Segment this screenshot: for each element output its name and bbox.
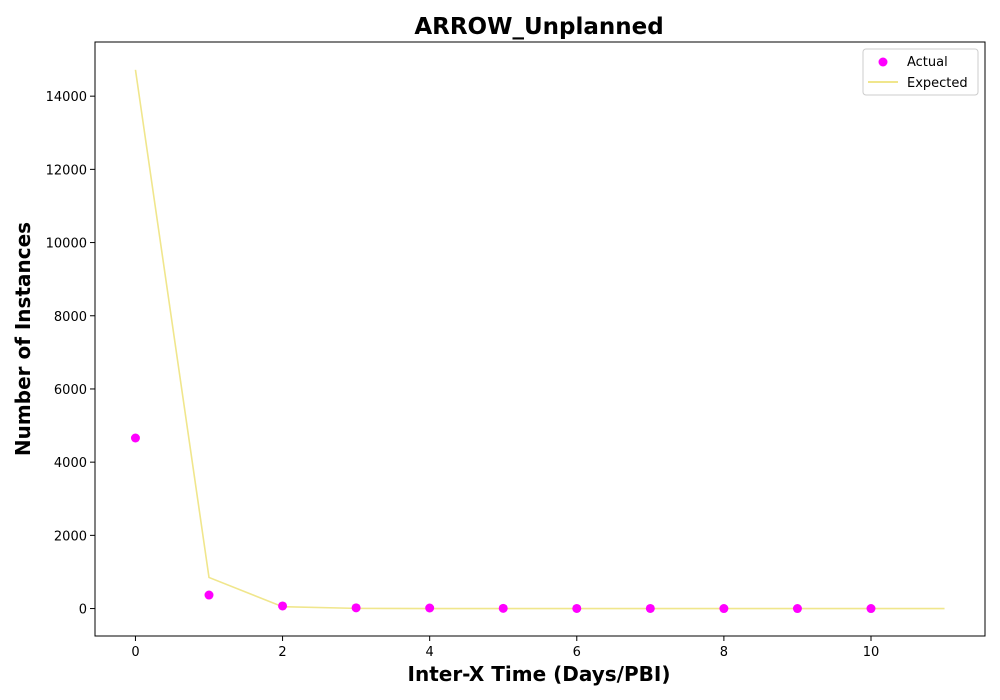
y-tick-label: 2000	[54, 529, 87, 544]
legend-box	[862, 48, 979, 96]
actual-data-point	[572, 603, 582, 613]
legend: Actual Expected	[862, 48, 979, 96]
y-tick-label: 6000	[54, 383, 87, 398]
y-tick-label: 4000	[54, 456, 87, 471]
x-tick-label: 6	[573, 645, 581, 660]
y-axis: 0 2000 4000 6000 8000 10000 12000 14000	[46, 90, 95, 618]
legend-actual-label: Actual	[907, 55, 948, 70]
actual-data-point	[204, 590, 214, 600]
chart-title: ARROW_Unplanned	[414, 14, 663, 40]
x-tick-label: 10	[863, 645, 880, 660]
x-tick-label: 2	[278, 645, 286, 660]
actual-data-point	[278, 601, 288, 611]
y-tick-label: 0	[79, 603, 87, 618]
y-tick-label: 8000	[54, 310, 87, 325]
actual-data-point	[645, 603, 655, 613]
x-tick-label: 8	[720, 645, 728, 660]
actual-data-point	[130, 433, 140, 443]
x-tick-label: 4	[426, 645, 434, 660]
y-tick-label: 12000	[46, 163, 87, 178]
y-tick-label: 10000	[46, 237, 87, 252]
x-tick-label: 0	[131, 645, 139, 660]
actual-data-point	[792, 604, 802, 614]
y-axis-label: Number of Instances	[11, 222, 35, 456]
actual-data-point	[498, 603, 508, 613]
plot-frame	[94, 41, 986, 637]
legend-expected-label: Expected	[907, 76, 968, 91]
y-tick-label: 14000	[46, 90, 87, 105]
legend-actual-marker	[878, 57, 888, 67]
plot-area	[130, 69, 945, 614]
expected-series-line	[134, 69, 945, 610]
actual-data-point	[425, 603, 435, 613]
x-axis-label: Inter-X Time (Days/PBI)	[408, 662, 671, 686]
actual-data-point	[351, 603, 361, 613]
actual-data-point	[866, 604, 876, 614]
actual-data-point	[719, 604, 729, 614]
x-axis: 0 2 4 6 8 10	[131, 636, 879, 660]
